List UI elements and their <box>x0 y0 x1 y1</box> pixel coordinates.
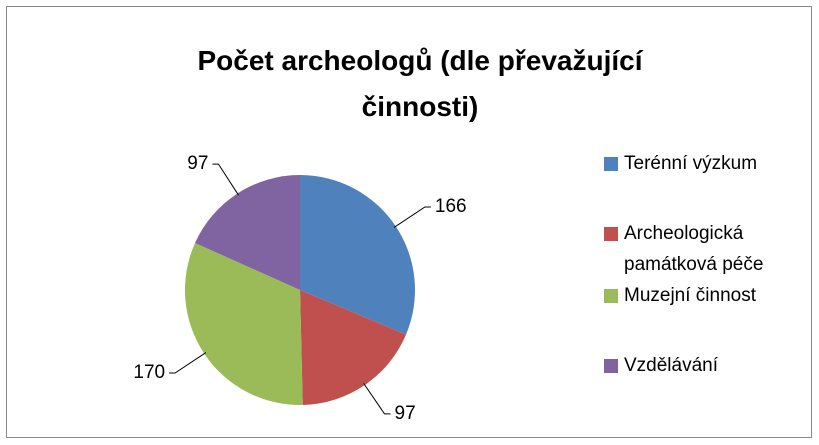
legend-label: Archeologická památková péče <box>624 223 764 275</box>
pie-slice <box>300 290 407 405</box>
pie-slice <box>185 243 303 406</box>
legend-label: Vzdělávání <box>624 355 719 376</box>
data-label: 97 <box>187 153 208 174</box>
legend-swatch <box>604 157 618 171</box>
leader-line <box>363 383 391 415</box>
pie-slice <box>195 175 300 290</box>
data-label: 97 <box>395 403 416 424</box>
chart-title: Počet archeologů (dle převažující činnos… <box>197 45 643 122</box>
pie-slice <box>300 175 415 335</box>
legend-label: Muzejní činnost <box>624 285 757 306</box>
leader-line <box>212 163 239 196</box>
legend-label: Terénní výzkum <box>624 153 758 174</box>
legend-swatch <box>604 359 618 373</box>
chart-border <box>6 6 812 438</box>
leader-line <box>169 352 207 374</box>
legend-swatch <box>604 289 618 303</box>
leader-line <box>393 206 431 228</box>
data-label: 170 <box>133 362 165 383</box>
legend-swatch <box>604 227 618 241</box>
data-label: 166 <box>435 196 467 217</box>
